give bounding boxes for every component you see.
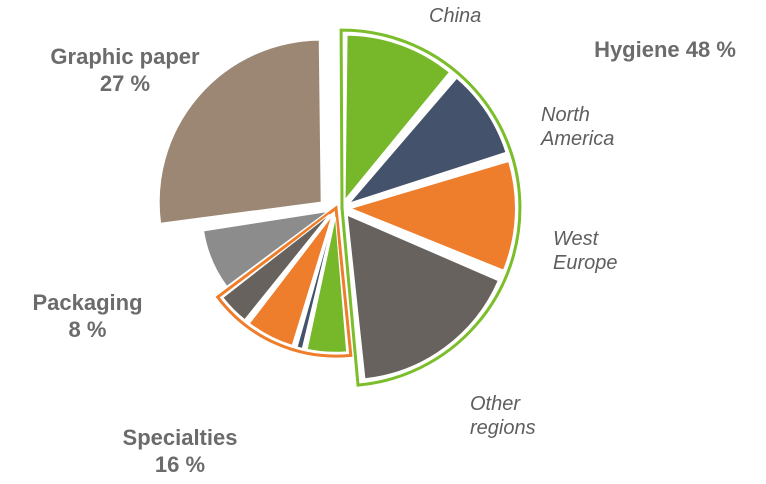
sub-label-west-europe-line2: Europe (553, 252, 618, 274)
group-pct-hygiene: 48 % (685, 37, 736, 62)
group-label-packaging: Packaging 8 % (0, 289, 175, 343)
group-name-hygiene: Hygiene (594, 37, 680, 62)
group-pct-packaging: 8 % (68, 317, 107, 342)
pie-slice-hygiene-other-regions (346, 214, 499, 380)
pie-slice-hygiene-west-europe (349, 160, 516, 271)
group-pct-specialties: 16 % (154, 452, 206, 477)
group-name-graphic-paper: Graphic paper (50, 44, 200, 69)
sub-label-west-europe-line1: West (553, 228, 599, 250)
pie-slice-specialties-5 (296, 216, 335, 349)
sub-label-china: China (429, 4, 481, 28)
group-label-hygiene: Hygiene 48 % (560, 36, 766, 63)
pie-slice-specialties-7 (222, 213, 330, 321)
sub-label-west-europe: West Europe (553, 227, 618, 275)
sub-label-other-regions-line1: Other (470, 393, 521, 415)
sub-label-north-america-line2: America (541, 128, 615, 150)
pie-slice-packaging-8 (203, 210, 328, 288)
sub-label-north-america-line1: North (541, 104, 590, 126)
sub-label-other-regions: Other regions (470, 392, 536, 440)
pie-slice-hygiene-china (344, 34, 450, 201)
group-pct-graphic-paper: 27 % (99, 71, 151, 96)
pie-slice-hygiene-north-america (347, 77, 507, 205)
pie-slice-specialties-6 (248, 215, 333, 346)
sub-label-china-line1: China (429, 5, 482, 27)
group-name-specialties: Specialties (122, 425, 238, 450)
group-name-packaging: Packaging (32, 290, 143, 315)
sub-label-other-regions-line2: regions (470, 417, 536, 439)
group-label-specialties: Specialties 16 % (80, 424, 280, 478)
pie-slice-specialties-4 (306, 216, 348, 353)
pie-slice-graphic-paper-9 (158, 39, 322, 224)
group-label-graphic-paper: Graphic paper 27 % (10, 43, 240, 97)
sub-label-north-america: North America (541, 103, 614, 151)
